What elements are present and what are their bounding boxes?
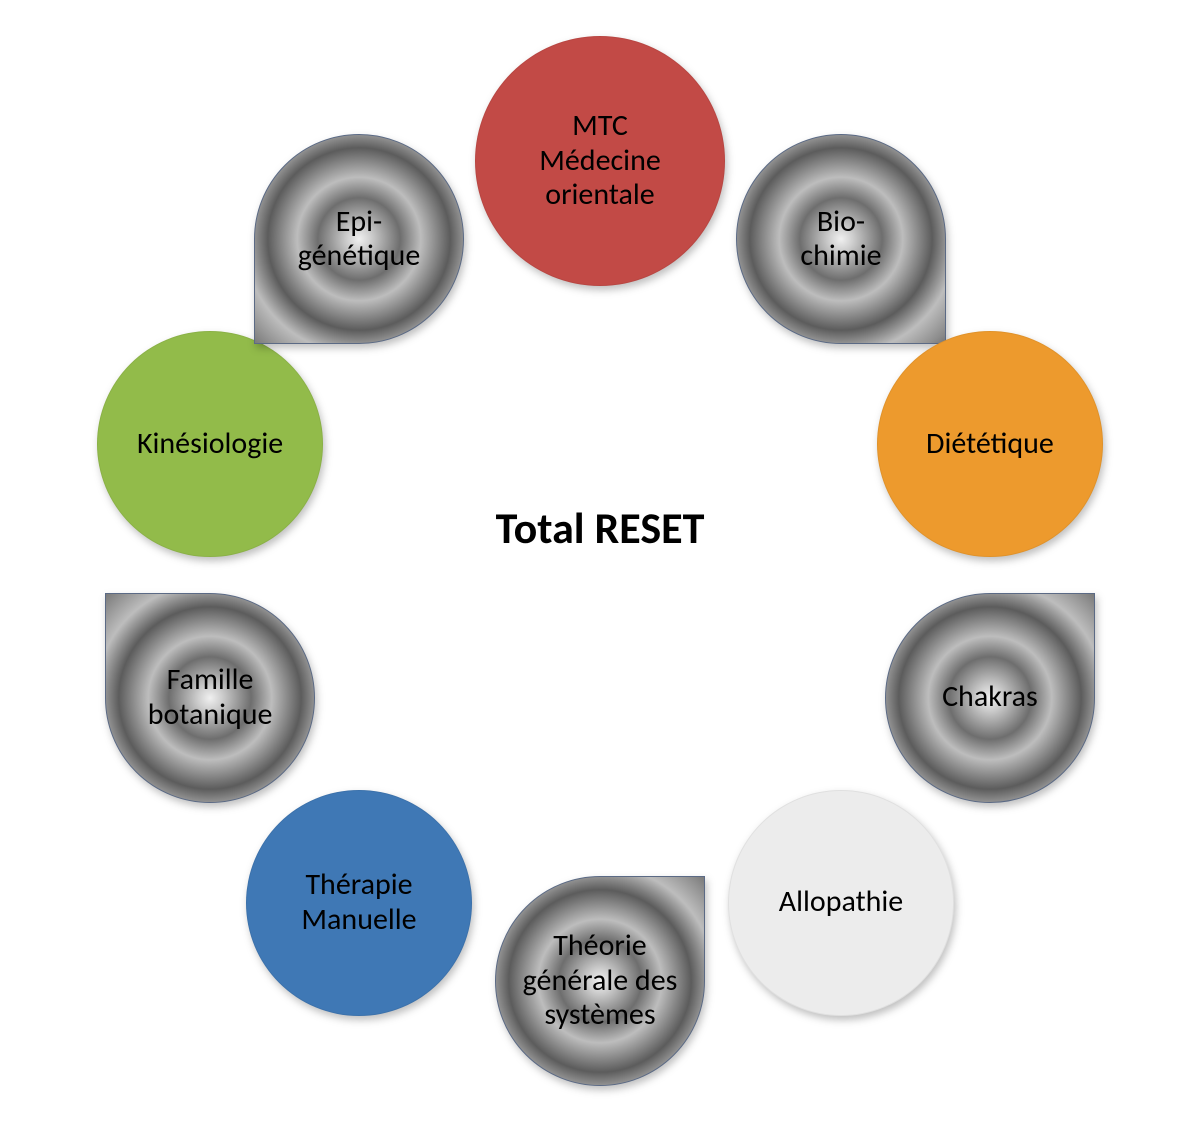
node-label-chakras: Chakras xyxy=(885,593,1095,803)
node-dietetique: Diététique xyxy=(877,331,1103,557)
node-chakras: Chakras xyxy=(885,593,1095,803)
node-allopathie: Allopathie xyxy=(728,790,954,1016)
center-title: Total RESET xyxy=(496,501,705,555)
node-label-therapie: Thérapie Manuelle xyxy=(246,790,472,1016)
node-label-dietetique: Diététique xyxy=(877,331,1103,557)
node-famille: Famille botanique xyxy=(105,593,315,803)
node-label-allopathie: Allopathie xyxy=(728,790,954,1016)
node-label-theorie: Théorie générale des systèmes xyxy=(495,876,705,1086)
node-label-biochimie: Bio- chimie xyxy=(736,134,946,344)
node-label-epigen: Epi- génétique xyxy=(254,134,464,344)
node-kinesio: Kinésiologie xyxy=(97,331,323,557)
node-label-kinesio: Kinésiologie xyxy=(97,331,323,557)
node-theorie: Théorie générale des systèmes xyxy=(495,876,705,1086)
node-label-mtc: MTC Médecine orientale xyxy=(475,36,725,286)
diagram-stage: Total RESET MTC Médecine orientaleBio- c… xyxy=(0,0,1200,1142)
node-therapie: Thérapie Manuelle xyxy=(246,790,472,1016)
node-mtc: MTC Médecine orientale xyxy=(475,36,725,286)
node-biochimie: Bio- chimie xyxy=(736,134,946,344)
node-epigen: Epi- génétique xyxy=(254,134,464,344)
node-label-famille: Famille botanique xyxy=(105,593,315,803)
